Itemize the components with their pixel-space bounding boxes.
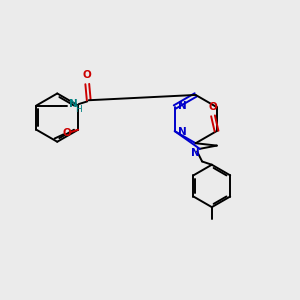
Text: N: N — [69, 99, 78, 109]
Text: N: N — [178, 100, 186, 110]
Text: N: N — [178, 127, 186, 137]
Text: O: O — [208, 102, 217, 112]
Text: H: H — [76, 105, 82, 114]
Text: O: O — [63, 128, 71, 138]
Text: N: N — [191, 148, 200, 158]
Text: O: O — [83, 70, 92, 80]
